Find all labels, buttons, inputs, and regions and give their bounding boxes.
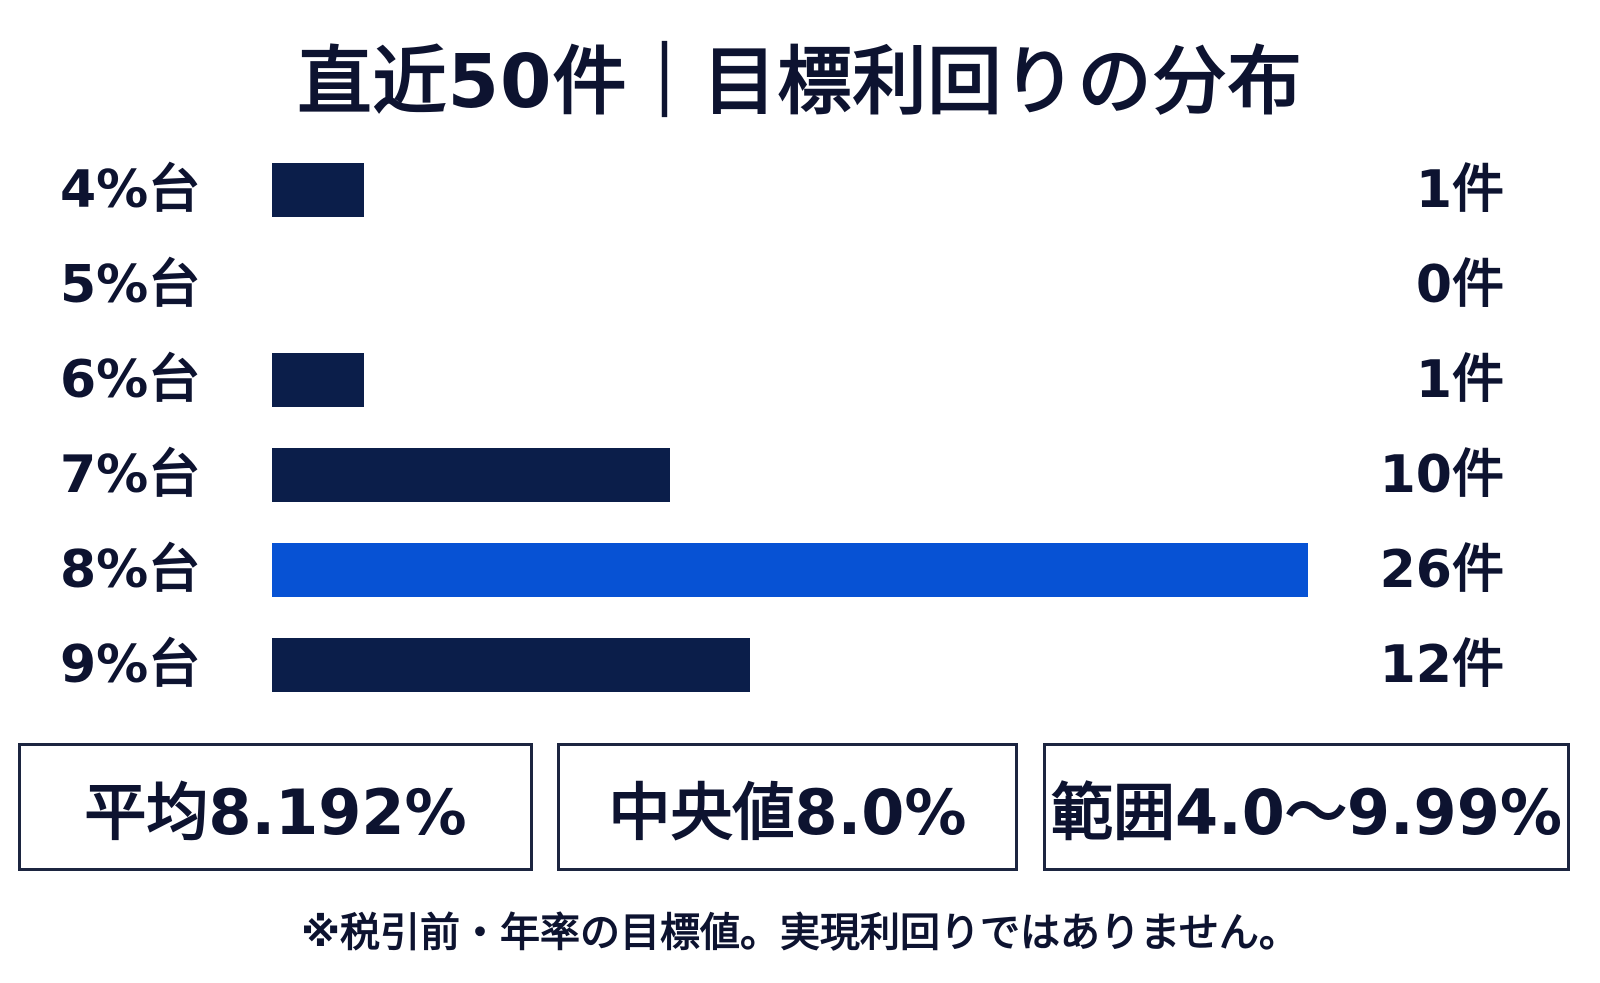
bar: [272, 638, 750, 692]
bar: [272, 543, 1308, 597]
median-stat: 中央値8.0%: [608, 776, 967, 849]
bar: [272, 353, 364, 407]
median-stat-box: 中央値8.0%: [557, 743, 1018, 871]
category-label: 8%台: [60, 540, 201, 600]
average-stat: 平均8.192%: [84, 776, 467, 849]
value-label: 1件: [1415, 350, 1504, 410]
chart-title: 直近50件｜目標利回りの分布: [297, 39, 1303, 125]
category-label: 9%台: [60, 635, 201, 695]
range-stat-box: 範囲4.0〜9.99%: [1043, 743, 1570, 871]
bar: [272, 163, 364, 217]
range-stat: 範囲4.0〜9.99%: [1051, 776, 1562, 849]
value-label: 0件: [1415, 255, 1504, 315]
category-label: 5%台: [60, 255, 201, 315]
average-stat-box: 平均8.192%: [18, 743, 533, 871]
value-label: 12件: [1379, 635, 1504, 695]
value-label: 26件: [1379, 540, 1504, 600]
category-label: 6%台: [60, 350, 201, 410]
footnote: ※税引前・年率の目標値。実現利回りではありません。: [301, 910, 1299, 956]
bar: [272, 448, 670, 502]
value-label: 1件: [1415, 160, 1504, 220]
value-label: 10件: [1379, 445, 1504, 505]
category-label: 7%台: [60, 445, 201, 505]
category-label: 4%台: [60, 160, 201, 220]
